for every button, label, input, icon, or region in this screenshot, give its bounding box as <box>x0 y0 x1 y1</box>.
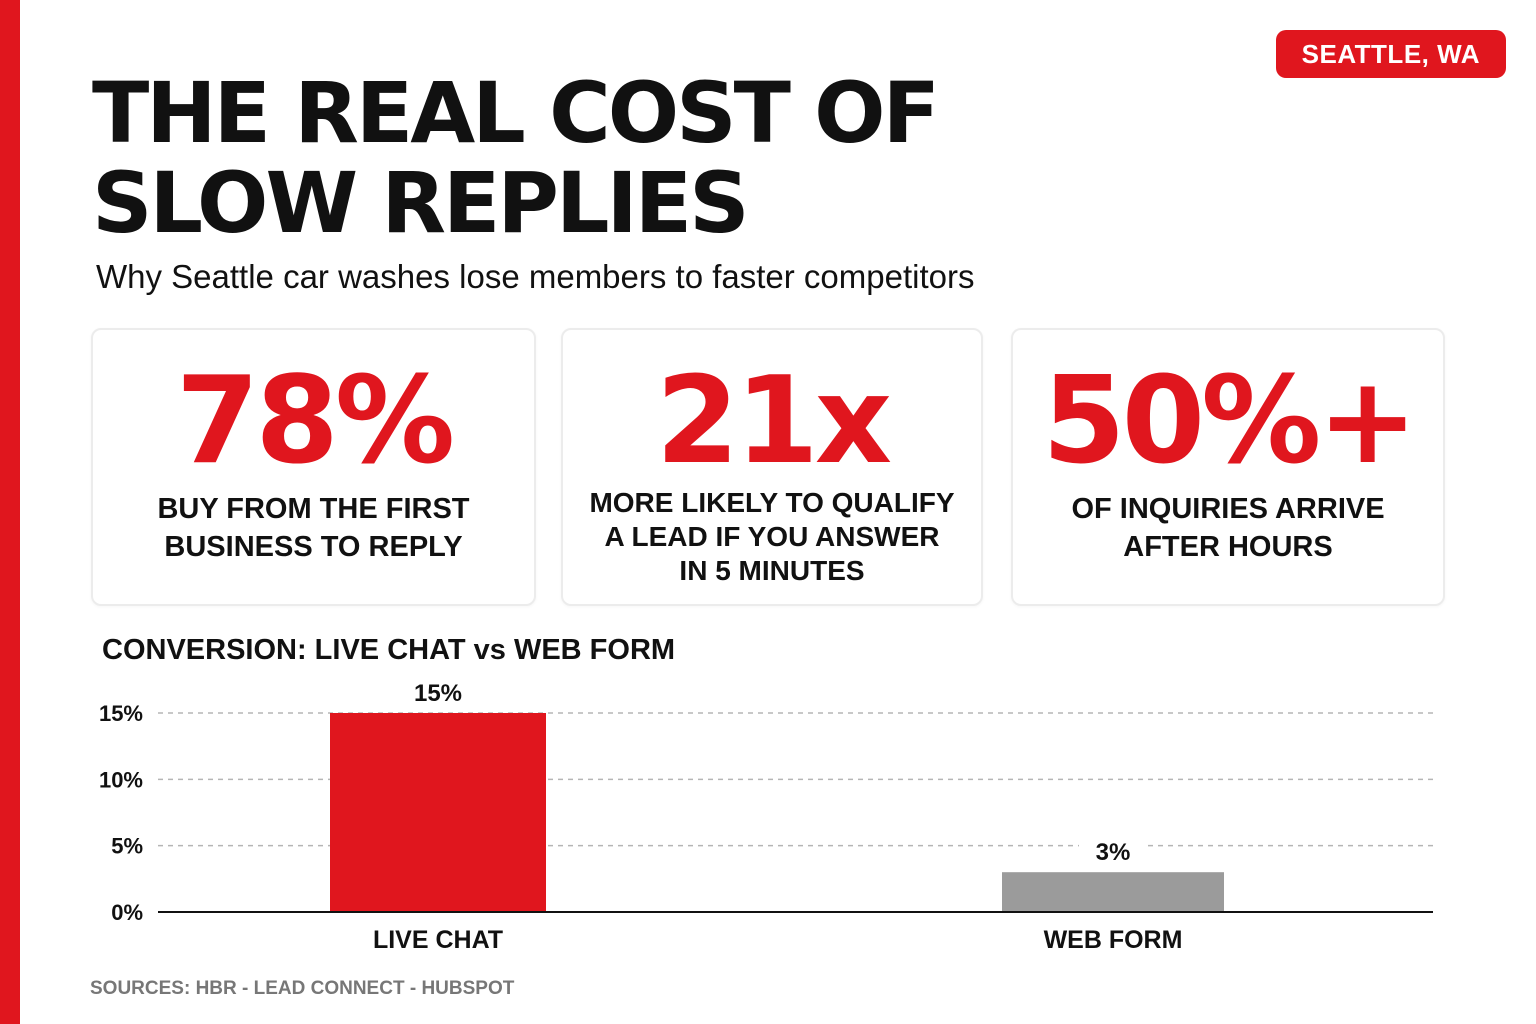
stat-description-line: OF INQUIRIES ARRIVE <box>1071 493 1385 525</box>
stat-description-line: A LEAD IF YOU ANSWER <box>604 521 940 552</box>
stat-value: 78% <box>175 352 455 491</box>
stat-value: 21x <box>655 352 892 491</box>
stat-description: BUY FROM THE FIRST BUSINESS TO REPLY <box>103 490 524 566</box>
location-badge: SEATTLE, WA <box>1275 30 1506 78</box>
data-label: 3% <box>1096 839 1131 866</box>
y-tick-label: 15% <box>99 701 143 726</box>
stat-description-line: MORE LIKELY TO QUALIFY <box>589 487 955 518</box>
accent-bar <box>0 0 20 1024</box>
x-category-label: LIVE CHAT <box>373 926 503 954</box>
y-tick-label: 5% <box>111 834 143 859</box>
data-label: 15% <box>414 680 462 707</box>
x-category-label: WEB FORM <box>1044 926 1183 954</box>
stat-description: MORE LIKELY TO QUALIFY A LEAD IF YOU ANS… <box>573 486 971 588</box>
bar <box>330 713 546 912</box>
sources-footnote: SOURCES: HBR - LEAD CONNECT - HUBSPOT <box>90 978 515 999</box>
stat-description-line: IN 5 MINUTES <box>679 555 865 586</box>
bar <box>1002 872 1224 912</box>
stat-description-line: BUSINESS TO REPLY <box>164 531 463 563</box>
stat-card-buy-first: 78% BUY FROM THE FIRST BUSINESS TO REPLY <box>91 328 536 606</box>
stat-description: OF INQUIRIES ARRIVE AFTER HOURS <box>1023 490 1433 566</box>
stat-description-line: AFTER HOURS <box>1123 531 1333 563</box>
stat-value: 50%+ <box>1042 352 1418 491</box>
stat-card-qualify-lead: 21x MORE LIKELY TO QUALIFY A LEAD IF YOU… <box>561 328 983 606</box>
page-subtitle: Why Seattle car washes lose members to f… <box>96 258 975 295</box>
data-label-background <box>1079 836 1147 867</box>
data-label-background <box>404 677 472 707</box>
stat-description-line: BUY FROM THE FIRST <box>157 493 470 525</box>
y-tick-label: 10% <box>99 767 143 792</box>
y-tick-label: 0% <box>111 900 143 925</box>
page-title: THE REAL COST OF SLOW REPLIES <box>92 68 940 248</box>
page-title-line-2: SLOW REPLIES <box>92 154 750 252</box>
page-title-line-1: THE REAL COST OF <box>92 64 940 162</box>
chart-title: CONVERSION: LIVE CHAT vs WEB FORM <box>102 634 676 666</box>
stat-card-after-hours: 50%+ OF INQUIRIES ARRIVE AFTER HOURS <box>1011 328 1445 606</box>
